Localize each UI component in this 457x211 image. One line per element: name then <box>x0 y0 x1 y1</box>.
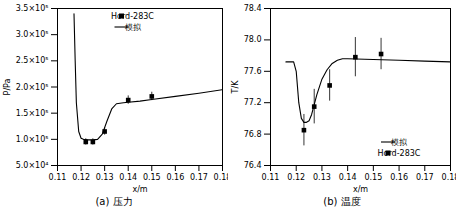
svg-text:0.12: 0.12 <box>72 173 90 182</box>
svg-text:模拟: 模拟 <box>125 23 142 32</box>
svg-text:x/m: x/m <box>353 185 368 194</box>
svg-text:0.16: 0.16 <box>166 173 184 182</box>
svg-text:模拟: 模拟 <box>391 138 408 147</box>
svg-text:1.0×10⁵: 1.0×10⁵ <box>16 135 49 144</box>
svg-text:T/K: T/K <box>231 80 240 95</box>
svg-text:78.4: 78.4 <box>244 4 262 13</box>
html-text:(b) 温度: (b) 温度 <box>323 196 361 207</box>
svg-text:0.13: 0.13 <box>96 173 114 182</box>
svg-text:76.8: 76.8 <box>244 130 262 139</box>
svg-text:x/m: x/m <box>132 185 147 194</box>
svg-text:3.0×10⁵: 3.0×10⁵ <box>16 30 49 39</box>
svg-text:0.11: 0.11 <box>262 173 280 182</box>
svg-text:2.5×10⁵: 2.5×10⁵ <box>16 56 49 65</box>
svg-text:0.14: 0.14 <box>339 173 357 182</box>
svg-text:0.12: 0.12 <box>287 173 305 182</box>
svg-text:0.18: 0.18 <box>442 173 456 182</box>
svg-text:0.11: 0.11 <box>49 173 67 182</box>
svg-text:77.2: 77.2 <box>244 98 262 107</box>
svg-text:3.5×10⁵: 3.5×10⁵ <box>16 4 49 13</box>
svg-text:2.0×10⁵: 2.0×10⁵ <box>16 83 49 92</box>
svg-text:0.17: 0.17 <box>190 173 208 182</box>
svg-text:0.17: 0.17 <box>416 173 434 182</box>
svg-text:0.18: 0.18 <box>214 173 228 182</box>
svg-text:76.4: 76.4 <box>244 161 262 170</box>
html-text:(a) 压力: (a) 压力 <box>95 196 133 207</box>
svg-text:0.13: 0.13 <box>313 173 331 182</box>
svg-text:P/Pa: P/Pa <box>3 78 12 95</box>
svg-text:1.5×10⁵: 1.5×10⁵ <box>16 109 49 118</box>
svg-text:0.15: 0.15 <box>364 173 382 182</box>
svg-text:5.0×10⁴: 5.0×10⁴ <box>16 161 49 170</box>
svg-text:Hord-283C: Hord-283C <box>111 12 154 21</box>
svg-text:78.0: 78.0 <box>244 35 262 44</box>
svg-text:0.15: 0.15 <box>143 173 161 182</box>
svg-text:77.6: 77.6 <box>244 67 262 76</box>
svg-text:0.14: 0.14 <box>119 173 137 182</box>
svg-text:0.16: 0.16 <box>390 173 408 182</box>
svg-text:Hord-283C: Hord-283C <box>378 149 421 158</box>
